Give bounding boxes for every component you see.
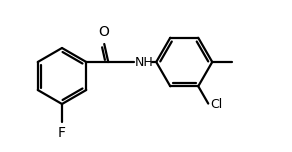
Text: F: F: [58, 126, 66, 140]
Text: Cl: Cl: [210, 98, 223, 111]
Text: NH: NH: [135, 57, 154, 69]
Text: O: O: [98, 25, 109, 39]
